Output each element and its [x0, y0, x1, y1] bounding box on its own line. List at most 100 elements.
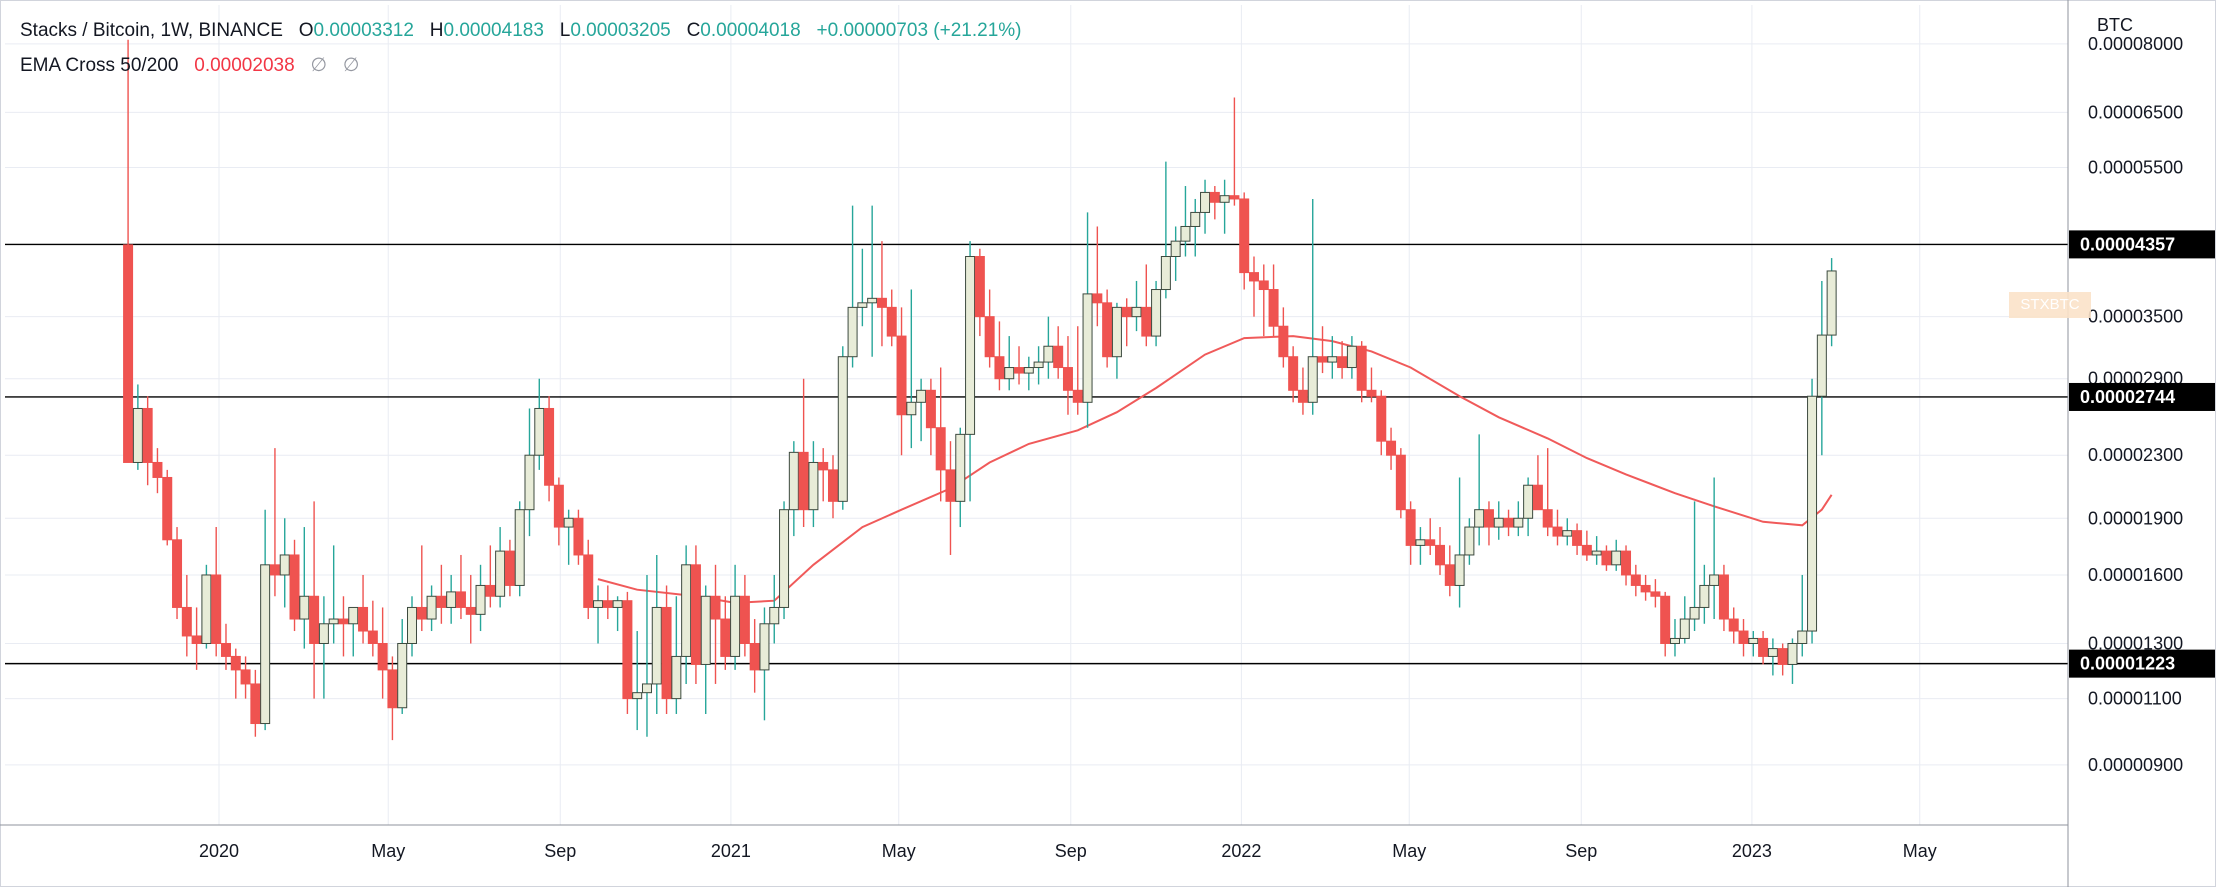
candle-down — [886, 289, 897, 347]
candle-up — [759, 607, 770, 721]
candle-up — [632, 631, 643, 731]
candle-down — [1728, 607, 1739, 644]
candle-body — [1141, 306, 1152, 337]
candle-body — [573, 517, 584, 556]
candle-body — [279, 554, 290, 576]
candle-body — [544, 407, 555, 486]
candle-down — [935, 367, 946, 502]
candle-body — [632, 692, 643, 700]
candle-down — [984, 289, 995, 368]
candle-body — [808, 461, 819, 511]
candle-body — [916, 389, 927, 403]
ema50-line — [597, 335, 1833, 604]
candle-body — [152, 461, 163, 478]
candle-body — [563, 517, 574, 528]
candle-up — [671, 596, 682, 714]
candle-body — [1062, 367, 1073, 391]
candle-body — [984, 316, 995, 358]
candle-down — [544, 396, 555, 502]
candle-up — [641, 574, 652, 737]
level-price-label-bg — [2069, 382, 2215, 411]
candle-down — [1532, 455, 1543, 511]
candle-body — [1591, 550, 1602, 556]
candle-body — [1572, 530, 1583, 546]
open-label: O — [298, 20, 314, 41]
candle-down — [455, 554, 466, 620]
candle-down — [289, 539, 300, 632]
candle-body — [1180, 225, 1191, 242]
candle-down — [553, 477, 564, 546]
candle-up — [593, 585, 604, 644]
candle-body — [1464, 526, 1475, 556]
candle-up — [1513, 501, 1524, 537]
x-tick-label: May — [371, 841, 405, 861]
candle-down — [1278, 307, 1289, 368]
candle-body — [1346, 345, 1357, 369]
grid — [5, 5, 2068, 825]
candle-body — [1474, 509, 1485, 528]
candle-up — [965, 241, 976, 502]
candle-down — [338, 596, 349, 657]
candle-body — [994, 356, 1005, 380]
candle-down — [1268, 264, 1279, 337]
candle-down — [1386, 427, 1397, 470]
candle-body — [309, 595, 320, 644]
candle-up — [446, 574, 457, 624]
candle-down — [1483, 501, 1494, 546]
candle-body — [1288, 356, 1299, 391]
candle-body — [465, 606, 476, 615]
candle-up — [1131, 280, 1142, 332]
candle-body — [583, 554, 594, 608]
x-tick-label: 2020 — [199, 841, 239, 861]
candle-body — [1483, 509, 1494, 528]
candle-body — [1562, 530, 1573, 537]
candle-up — [1200, 179, 1211, 234]
candle-body — [250, 683, 261, 725]
close-label: C — [686, 20, 701, 41]
candle-down — [309, 501, 320, 699]
y-tick-label: 0.00005500 — [2088, 158, 2183, 178]
legend-title: Stacks / Bitcoin, 1W, BINANCE — [20, 20, 283, 41]
candle-up — [132, 384, 143, 470]
candle-up — [788, 441, 799, 537]
candle-body — [1151, 289, 1162, 337]
candle-body — [1160, 256, 1171, 291]
y-tick-label: 0.00003500 — [2088, 307, 2183, 327]
candle-body — [132, 407, 143, 463]
candle-up — [1464, 518, 1475, 565]
low-label: L — [559, 20, 571, 41]
candle-body — [269, 564, 280, 576]
candle-body — [779, 509, 790, 608]
candle-down — [1062, 336, 1073, 415]
level-price-label: 0.00002744 — [2080, 387, 2175, 407]
candle-body — [1337, 356, 1348, 369]
y-tick-label: 0.00000900 — [2088, 755, 2183, 775]
candle-body — [876, 297, 887, 308]
candle-down — [358, 574, 369, 644]
candle-down — [818, 448, 829, 502]
candle-down — [1248, 256, 1259, 317]
candle-up — [1454, 477, 1465, 608]
candle-down — [1092, 226, 1103, 327]
candle-up — [397, 619, 408, 714]
candle-body — [485, 584, 496, 597]
candle-down — [925, 378, 936, 456]
candle-down — [172, 527, 183, 620]
candle-body — [1033, 361, 1044, 369]
candle-body — [1709, 574, 1720, 586]
indicator-name[interactable]: EMA Cross 50/200 — [20, 55, 179, 76]
candle-down — [377, 607, 388, 699]
indicator-extra-1: ∅ — [310, 55, 328, 76]
candle-body — [1248, 272, 1259, 282]
candle-up — [1346, 336, 1357, 379]
x-tick-label: May — [1903, 841, 1937, 861]
y-tick-label: 0.00002300 — [2088, 445, 2183, 465]
candle-down — [1209, 186, 1220, 220]
candle-up — [1679, 596, 1690, 644]
candle-body — [1748, 637, 1759, 644]
candle-body — [671, 655, 682, 700]
candle-body — [1454, 554, 1465, 586]
